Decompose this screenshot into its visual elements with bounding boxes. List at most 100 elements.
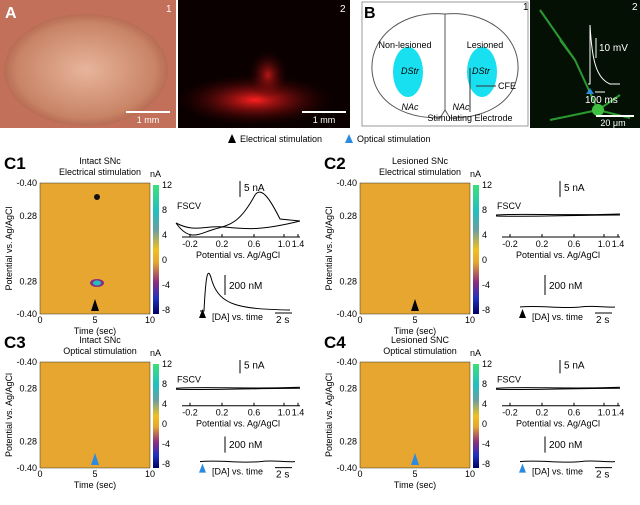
colorbar-tick: 12	[162, 359, 172, 369]
y-tick-label: -0.40	[16, 309, 37, 319]
scale-label: 5 nA	[244, 360, 265, 371]
scale-label: 2 s	[596, 315, 609, 326]
panel-label: C4	[324, 333, 346, 352]
x-axis-label: Time (sec)	[74, 326, 116, 336]
stim-marker	[519, 463, 526, 473]
colorbar-unit: nA	[150, 169, 161, 179]
fscv-axis-label: Potential vs. Ag/AgCl	[196, 419, 280, 429]
x-tick-label: 10	[145, 315, 155, 325]
red-signal	[175, 74, 335, 126]
x-tick-label: 10	[465, 315, 475, 325]
fscv-trace	[175, 191, 301, 236]
scale-label: 1 mm	[137, 115, 160, 125]
panel-label: A	[5, 5, 17, 22]
da-trace	[519, 305, 616, 309]
panel-title: Intact SNc	[79, 156, 121, 166]
panel-label: C3	[4, 333, 26, 352]
scale-label: 2 s	[276, 315, 289, 326]
fscv-tick-label: 0.2	[216, 239, 229, 249]
da-label: [DA] vs. time	[212, 312, 263, 322]
stim-marker	[91, 453, 99, 465]
x-axis-label: Time (sec)	[74, 480, 116, 490]
y-axis-label: Potential vs. Ag/AgCl	[4, 206, 14, 290]
scale-label: 200 nM	[549, 281, 582, 292]
fscv-axis-label: Potential vs. Ag/AgCl	[196, 250, 280, 260]
fscv-tick-label: 0.2	[216, 408, 229, 418]
colorbar-unit: nA	[470, 348, 481, 358]
da-trace	[200, 272, 291, 312]
colorbar-tick: 4	[482, 399, 487, 409]
x-tick-label: 10	[145, 469, 155, 479]
y-tick-label: 0.28	[339, 437, 357, 447]
colorbar-tick: 0	[482, 255, 487, 265]
side-label: Non-lesioned	[378, 40, 431, 50]
fscv-tick-label: 0.2	[536, 408, 549, 418]
da-label: [DA] vs. time	[532, 467, 583, 477]
stim-marker	[519, 309, 526, 318]
colorbar-tick: 12	[482, 180, 492, 190]
scale-label: 2 s	[596, 470, 609, 481]
heatmap	[39, 361, 151, 469]
region-label: NAc	[452, 102, 470, 112]
fscv-label: FSCV	[497, 374, 521, 384]
panel-title: Electrical stimulation	[379, 167, 461, 177]
scale-label: 5 nA	[564, 360, 585, 371]
fscv-tick-label: 1.0	[598, 408, 611, 418]
y-tick-label: 0.28	[339, 211, 357, 221]
panel-title: Optical stimulation	[63, 346, 137, 356]
x-tick-label: 5	[92, 315, 97, 325]
y-tick-label: 0.28	[19, 276, 37, 286]
scale-label: 20 μm	[600, 118, 625, 128]
colorbar-tick: 4	[162, 230, 167, 240]
colorbar-tick: 8	[162, 379, 167, 389]
side-label: Lesioned	[467, 40, 504, 50]
brain-slice	[4, 14, 168, 126]
da-label: [DA] vs. time	[532, 312, 583, 322]
fscv-tick-label: -0.2	[182, 239, 198, 249]
scale-label: 10 mV	[599, 43, 628, 54]
image-number: 1	[166, 4, 172, 15]
scale-label: 100 ms	[585, 95, 618, 106]
fscv-tick-label: 1.4	[292, 408, 305, 418]
colorbar-tick: 0	[162, 255, 167, 265]
fscv-tick-label: 1.0	[278, 239, 291, 249]
colorbar-tick: -4	[482, 280, 490, 290]
signal-spot	[94, 194, 100, 200]
y-tick-label: -0.40	[16, 357, 37, 367]
x-tick-label: 0	[357, 469, 362, 479]
panel-title: Optical stimulation	[383, 346, 457, 356]
colorbar-tick: 12	[162, 180, 172, 190]
image-number: 1	[523, 2, 529, 13]
y-tick-label: -0.40	[336, 463, 357, 473]
fscv-tick-label: 0.6	[568, 408, 581, 418]
fscv-tick-label: 1.4	[292, 239, 305, 249]
scale-label: 200 nM	[549, 440, 582, 451]
colorbar-tick: 0	[482, 419, 487, 429]
dstr-region	[393, 47, 423, 97]
fscv-label: FSCV	[177, 374, 201, 384]
colorbar	[473, 364, 479, 468]
fscv-tick-label: 0.6	[248, 239, 261, 249]
x-tick-label: 0	[37, 315, 42, 325]
fscv-tick-label: 0.6	[248, 408, 261, 418]
y-axis-label: Potential vs. Ag/AgCl	[324, 206, 334, 290]
panel-label: C1	[4, 154, 26, 173]
colorbar-tick: -4	[162, 280, 170, 290]
colorbar-tick: 8	[162, 205, 167, 215]
stim-marker	[411, 299, 419, 311]
colorbar-tick: 12	[482, 359, 492, 369]
x-tick-label: 5	[412, 315, 417, 325]
soma	[592, 104, 604, 116]
x-tick-label: 0	[357, 315, 362, 325]
da-label: [DA] vs. time	[212, 467, 263, 477]
fscv-tick-label: 1.4	[612, 408, 625, 418]
y-tick-label: -0.40	[336, 357, 357, 367]
scale-label: 5 nA	[244, 183, 265, 194]
fscv-trace	[175, 386, 301, 391]
fscv-trace	[495, 213, 621, 217]
legend-label: Electrical stimulation	[240, 134, 322, 144]
colorbar-unit: nA	[470, 169, 481, 179]
fscv-tick-label: 1.0	[598, 239, 611, 249]
y-tick-label: 0.28	[339, 276, 357, 286]
